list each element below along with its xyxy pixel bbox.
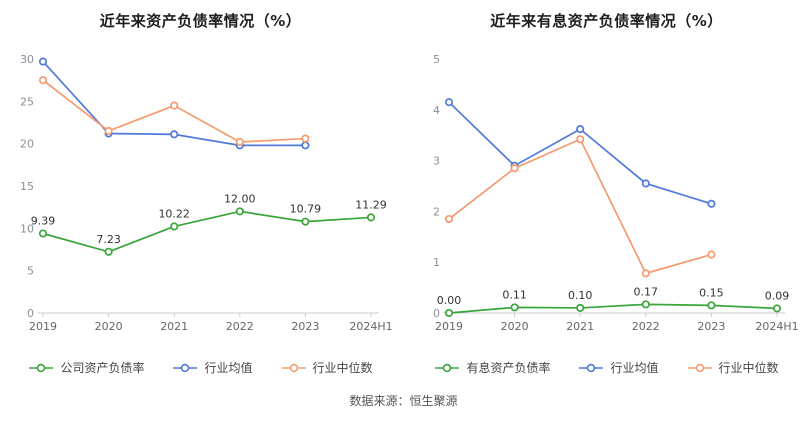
industry-average-marker	[575, 125, 584, 134]
interest-bearing-ratio-marker	[444, 308, 453, 318]
interest-bearing-ratio-chart: 近年来有息资产负债率情况（%） 0 1 2 3 4 5 2019 2020 2021 2022 20…	[411, 4, 803, 376]
industry-average-marker	[706, 199, 715, 208]
line-marker-icon	[687, 363, 712, 372]
value-label: 12.00	[224, 192, 256, 205]
interest-bearing-ratio-marker	[772, 304, 781, 313]
charts-row: 近年来资产负债率情况（%） 0 5 10 15 20 25 30 2019 2020 2021 20…	[0, 4, 807, 376]
legend-label: 行业中位数	[718, 361, 779, 375]
legend-left: 公司资产负债率 行业均值 行业中位数	[28, 359, 373, 376]
value-label: 0.00	[436, 294, 461, 307]
y-tick-label: 30	[20, 53, 34, 66]
asset-liability-ratio-chart: 近年来资产负债率情况（%） 0 5 10 15 20 25 30 2019 2020 2021 20…	[5, 4, 397, 376]
legend-label: 有息资产负债率	[466, 361, 551, 375]
industry-median-marker	[169, 101, 178, 110]
industry-median-marker	[300, 134, 309, 143]
legend-item-company-ratio: 公司资产负债率	[28, 359, 144, 376]
value-label: 10.79	[289, 203, 321, 216]
x-tick-label: 2020	[94, 320, 122, 333]
legend-item-industry-average: 行业均值	[172, 359, 253, 376]
legend-label: 行业均值	[610, 361, 659, 375]
x-tick-label: 2023	[291, 320, 319, 333]
y-tick-label: 2	[433, 205, 440, 218]
x-tick-label: 2019	[29, 320, 57, 333]
legend-item-industry-average: 行业均值	[578, 359, 659, 376]
y-tick-label: 25	[20, 95, 34, 108]
industry-median-marker	[575, 135, 584, 144]
legend-item-industry-median: 行业中位数	[281, 359, 373, 376]
industry-average-marker	[38, 57, 47, 66]
x-tick-label: 2019	[435, 320, 463, 333]
line-marker-icon	[435, 363, 460, 372]
industry-average-marker	[300, 141, 309, 150]
company-ratio-marker	[300, 217, 309, 226]
x-tick-label: 2024H1	[755, 320, 798, 333]
x-tick-label: 2020	[500, 320, 528, 333]
x-tick-label: 2024H1	[349, 320, 392, 333]
y-tick-label: 5	[27, 265, 34, 278]
legend-label: 行业中位数	[312, 361, 373, 375]
industry-median-marker	[235, 137, 244, 147]
company-ratio-marker	[169, 222, 178, 231]
industry-median-marker	[706, 250, 715, 259]
value-label: 7.23	[96, 233, 121, 246]
y-tick-label: 15	[20, 180, 34, 193]
y-tick-label: 0	[433, 307, 440, 320]
industry-median-marker	[444, 214, 453, 224]
value-label: 9.39	[30, 214, 55, 227]
industry-average-marker	[444, 98, 453, 107]
company-ratio-marker	[366, 213, 375, 222]
value-label: 0.17	[633, 285, 658, 298]
industry-median-marker	[641, 269, 650, 278]
line-marker-icon	[29, 363, 54, 372]
legend-item-industry-median: 行业中位数	[687, 359, 779, 376]
industry-median-line	[447, 138, 712, 275]
y-tick-label: 10	[20, 222, 34, 235]
company-ratio-marker	[38, 229, 47, 238]
line-marker-icon	[579, 363, 604, 372]
x-tick-label: 2021	[566, 320, 594, 333]
company-ratio-line	[42, 210, 371, 253]
industry-median-marker	[104, 126, 113, 136]
data-source-note: 数据来源：恒生聚源	[349, 394, 458, 408]
value-label: 0.15	[699, 286, 724, 299]
value-label: 0.09	[764, 289, 789, 302]
line-marker-icon	[281, 363, 306, 372]
industry-median-marker	[510, 164, 519, 173]
interest-bearing-ratio-marker	[706, 301, 715, 310]
legend-label: 行业均值	[204, 361, 253, 375]
industry-median-marker	[38, 76, 47, 85]
chart-title-left: 近年来资产负债率情况（%）	[99, 12, 302, 30]
industry-average-marker	[641, 179, 650, 188]
asset-liability-ratio-plot: 0 5 10 15 20 25 30 2019 2020 2021 2022 2023 2024H1 9.…	[20, 53, 393, 333]
value-label: 10.22	[158, 207, 190, 220]
value-label: 11.29	[355, 198, 387, 211]
y-tick-label: 20	[20, 138, 34, 151]
x-tick-label: 2022	[631, 320, 659, 333]
y-tick-label: 3	[433, 155, 440, 168]
line-marker-icon	[173, 363, 198, 372]
y-tick-label: 4	[433, 104, 440, 117]
interest-bearing-ratio-plot: 0 1 2 3 4 5 2019 2020 2021 2022 2023 2024H1 0.00 0.11…	[433, 53, 799, 333]
legend-right: 有息资产负债率 行业均值 行业中位数	[434, 359, 779, 376]
y-tick-label: 5	[433, 53, 440, 66]
industry-average-marker	[169, 130, 178, 139]
x-tick-label: 2023	[697, 320, 725, 333]
x-tick-label: 2021	[160, 320, 188, 333]
value-label: 0.10	[567, 289, 592, 302]
company-ratio-marker	[104, 247, 113, 256]
x-tick-label: 2022	[225, 320, 253, 333]
interest-bearing-ratio-line	[448, 303, 777, 314]
interest-bearing-ratio-marker	[641, 300, 650, 309]
y-tick-label: 1	[433, 256, 440, 269]
y-tick-label: 0	[27, 307, 34, 320]
legend-item-interest-bearing-ratio: 有息资产负债率	[434, 359, 550, 376]
value-label: 0.11	[502, 288, 527, 301]
company-ratio-marker	[235, 207, 244, 216]
chart-title-right: 近年来有息资产负债率情况（%）	[490, 12, 723, 30]
interest-bearing-ratio-marker	[575, 303, 584, 312]
legend-label: 公司资产负债率	[60, 361, 145, 375]
interest-bearing-ratio-marker	[510, 303, 519, 312]
